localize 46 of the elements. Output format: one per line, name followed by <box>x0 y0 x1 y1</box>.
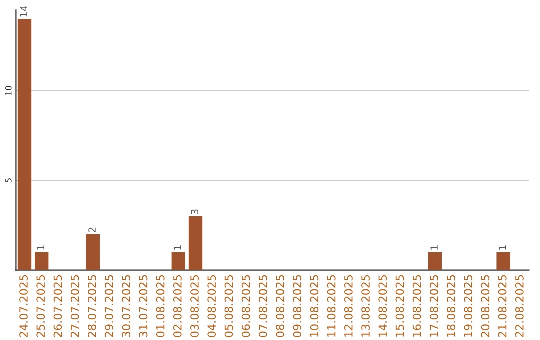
x-tick-label: 29.07.2025 <box>105 275 114 338</box>
bar <box>496 252 510 270</box>
x-tick-label: 15.08.2025 <box>396 275 404 337</box>
x-tick-label: 24.07.2025 <box>20 275 28 338</box>
x-tick-label: 11.08.2025 <box>327 275 336 337</box>
x-tick-label: 08.08.2025 <box>276 275 284 338</box>
x-tick-label: 09.08.2025 <box>293 275 302 338</box>
x-tick-label: 01.08.2025 <box>156 275 165 338</box>
x-tick-label: 17.08.2025 <box>430 275 438 337</box>
x-tick-label: 07.08.2025 <box>258 275 268 338</box>
x-tick-label: 05.08.2025 <box>224 275 234 338</box>
x-tick-label: 31.07.2025 <box>139 275 148 338</box>
bar <box>18 19 32 270</box>
bar <box>428 252 442 270</box>
bar <box>86 234 100 270</box>
bar <box>35 252 49 270</box>
x-tick-label: 20.08.2025 <box>481 275 490 338</box>
x-tick-label: 12.08.2025 <box>344 275 353 337</box>
data-label: 14 <box>20 6 28 17</box>
x-tick-label: 27.07.2025 <box>70 275 80 338</box>
data-label: 2 <box>88 228 96 232</box>
x-tick-label: 21.08.2025 <box>498 275 507 338</box>
x-tick-label: 16.08.2025 <box>412 275 422 337</box>
x-tick-label: 02.08.2025 <box>173 275 182 338</box>
y-tick-label: 5 <box>6 178 12 183</box>
x-tick-label: 10.08.2025 <box>310 275 319 337</box>
data-label: 1 <box>174 246 182 250</box>
x-tick-label: 03.08.2025 <box>190 275 199 338</box>
x-tick-label: 25.07.2025 <box>36 275 46 338</box>
x-tick-label: 28.07.2025 <box>88 275 96 338</box>
data-label: 3 <box>191 210 199 214</box>
x-tick-label: 13.08.2025 <box>362 275 370 337</box>
y-tick-label: 10 <box>6 86 12 96</box>
x-tick-label: 22.08.2025 <box>515 275 524 338</box>
bar <box>188 216 203 270</box>
x-tick-label: 06.08.2025 <box>242 275 250 338</box>
x-tick-label: 30.07.2025 <box>122 275 131 338</box>
x-tick-label: 26.07.2025 <box>54 275 62 338</box>
bar <box>172 252 186 270</box>
x-tick-label: 14.08.2025 <box>378 275 388 337</box>
x-tick-label: 19.08.2025 <box>464 275 473 337</box>
x-tick-label: 18.08.2025 <box>447 275 456 337</box>
data-label: 1 <box>430 246 438 250</box>
data-label: 1 <box>37 246 45 250</box>
x-tick-label: 04.08.2025 <box>208 275 216 338</box>
data-label: 1 <box>499 246 506 250</box>
